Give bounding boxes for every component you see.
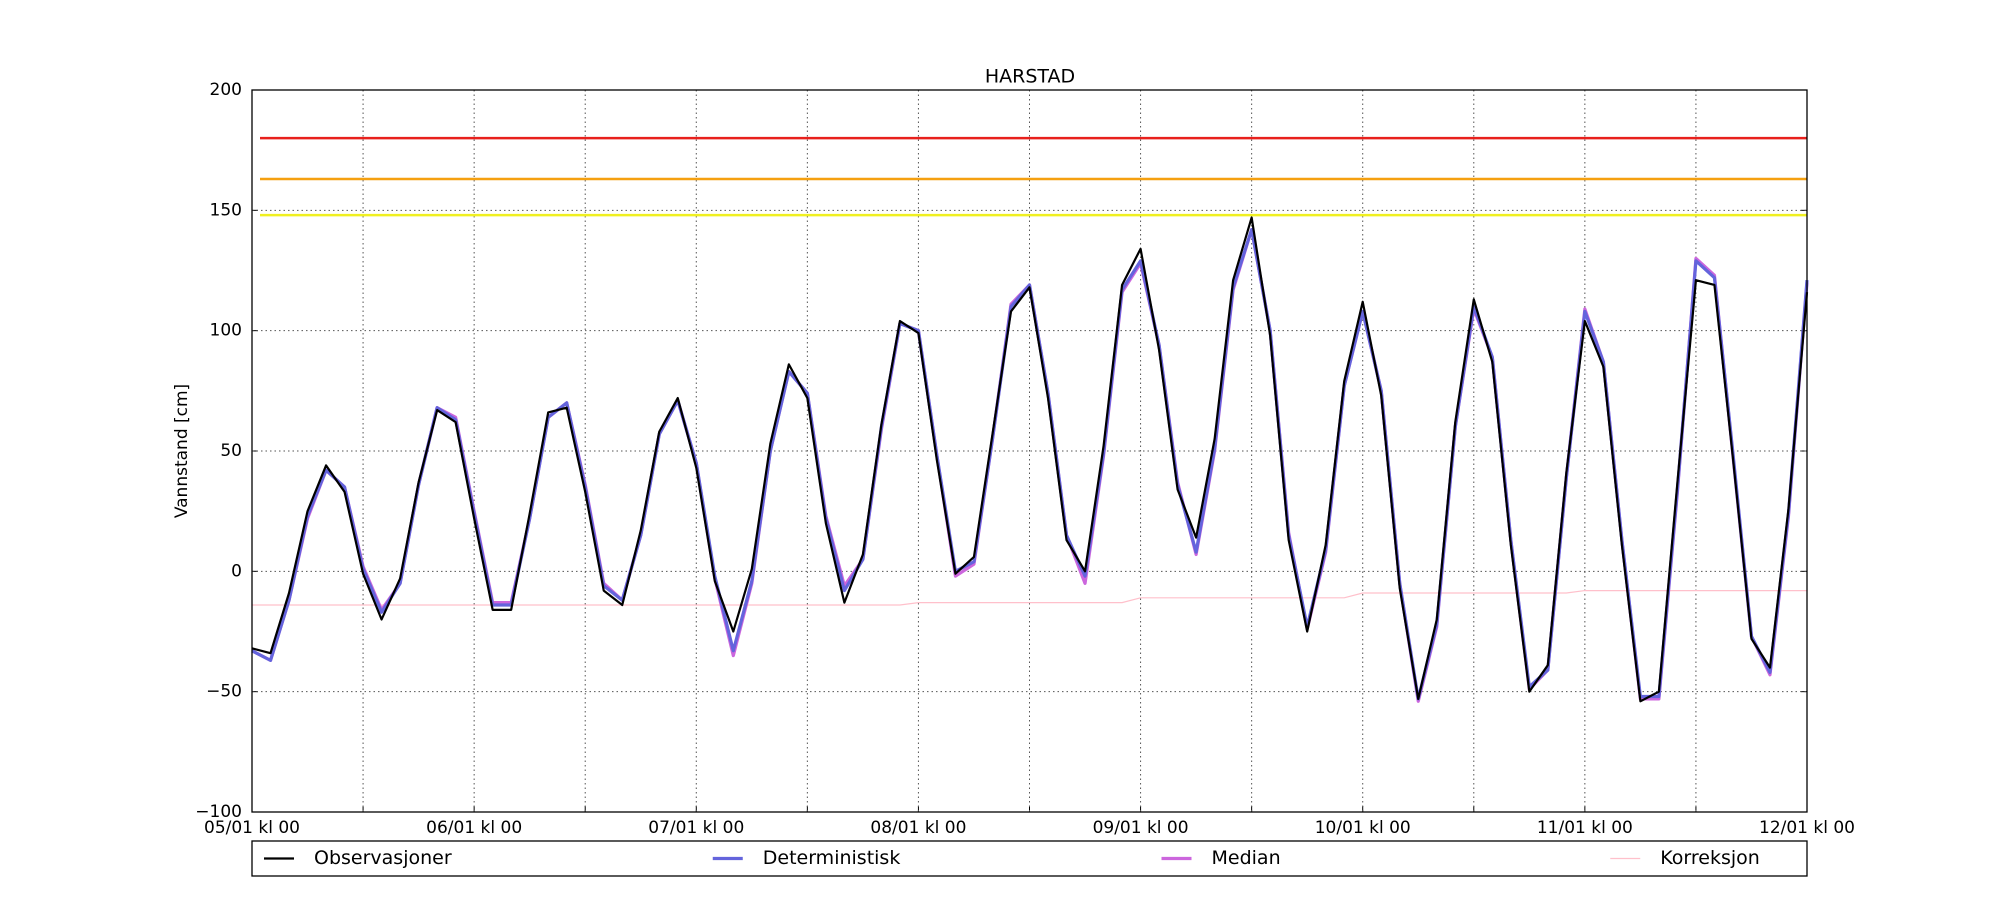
grid-layer bbox=[251, 89, 1808, 813]
series-line bbox=[252, 589, 1807, 606]
legend-label: Observasjoner bbox=[314, 847, 452, 869]
x-tick-label: 05/01 kl 00 bbox=[204, 818, 300, 838]
x-tick-label: 06/01 kl 00 bbox=[426, 818, 522, 838]
legend-label: Korreksjon bbox=[1660, 847, 1760, 869]
chart-title: HARSTAD bbox=[985, 66, 1075, 88]
x-tick-label: 11/01 kl 00 bbox=[1537, 818, 1633, 838]
y-tick-label: −50 bbox=[206, 682, 242, 702]
data-layer bbox=[251, 136, 1809, 703]
x-tick-label: 10/01 kl 00 bbox=[1315, 818, 1411, 838]
x-tick-label: 09/01 kl 00 bbox=[1093, 818, 1189, 838]
x-tick-label: 12/01 kl 00 bbox=[1759, 818, 1855, 838]
plot-frame bbox=[251, 89, 1808, 813]
x-tick-label: 07/01 kl 00 bbox=[648, 818, 744, 838]
y-tick-label: 200 bbox=[210, 80, 242, 100]
y-tick-label: 50 bbox=[220, 441, 242, 461]
y-axis-label: Vannstand [cm] bbox=[172, 384, 192, 518]
legend-label: Deterministisk bbox=[763, 847, 901, 869]
y-tick-label: −100 bbox=[195, 802, 242, 822]
legend-label: Median bbox=[1212, 847, 1281, 869]
legend bbox=[251, 840, 1808, 877]
y-tick-label: 0 bbox=[231, 561, 242, 581]
x-tick-label: 08/01 kl 00 bbox=[870, 818, 966, 838]
y-tick-label: 150 bbox=[210, 200, 242, 220]
y-tick-label: 100 bbox=[210, 321, 242, 341]
series-line bbox=[251, 216, 1809, 703]
